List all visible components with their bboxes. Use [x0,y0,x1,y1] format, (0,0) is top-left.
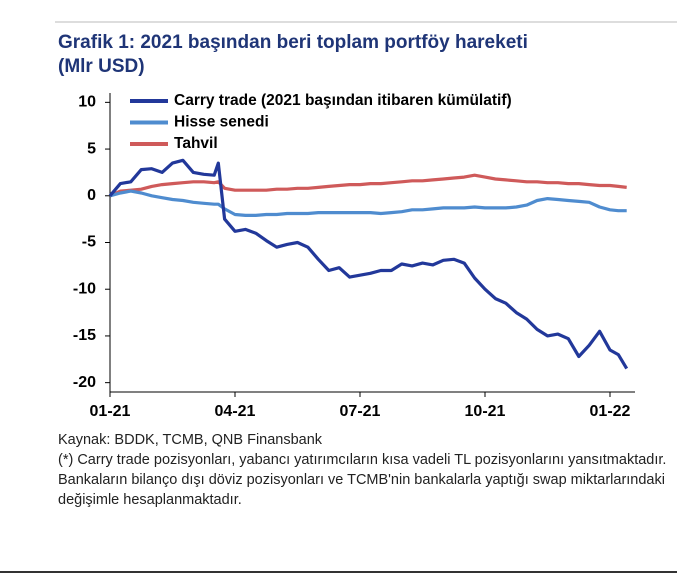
line-series [108,158,629,370]
source: Kaynak: BDDK, TCMB, QNB Finansbank [58,432,323,448]
y-tick-label: -20 [73,374,96,391]
y-tick-label: 0 [87,187,96,204]
x-tick-label: 10-21 [465,403,506,420]
y-tick-label: -5 [82,234,96,251]
y-tick-label: -10 [73,280,96,297]
note: (*) Carry trade pozisyonları, yabancı ya… [58,452,667,508]
y-tick-label: -15 [73,327,96,344]
line-series [109,173,627,198]
chart-title: Grafik 1: 2021 başından beri toplam port… [58,32,528,53]
legend-label: Carry trade (2021 başından itibaren kümü… [174,92,512,109]
chart-subtitle: (Mlr USD) [58,56,145,77]
line-series [109,189,627,217]
x-tick-label: 01-22 [590,403,631,420]
legend-label: Hisse senedi [174,114,269,131]
y-tick-label: 5 [87,140,96,157]
y-tick-label: 10 [78,94,96,111]
x-tick-label: 04-21 [215,403,256,420]
legend-label: Tahvil [174,135,218,152]
x-tick-label: 07-21 [340,403,381,420]
x-tick-label: 01-21 [90,403,131,420]
